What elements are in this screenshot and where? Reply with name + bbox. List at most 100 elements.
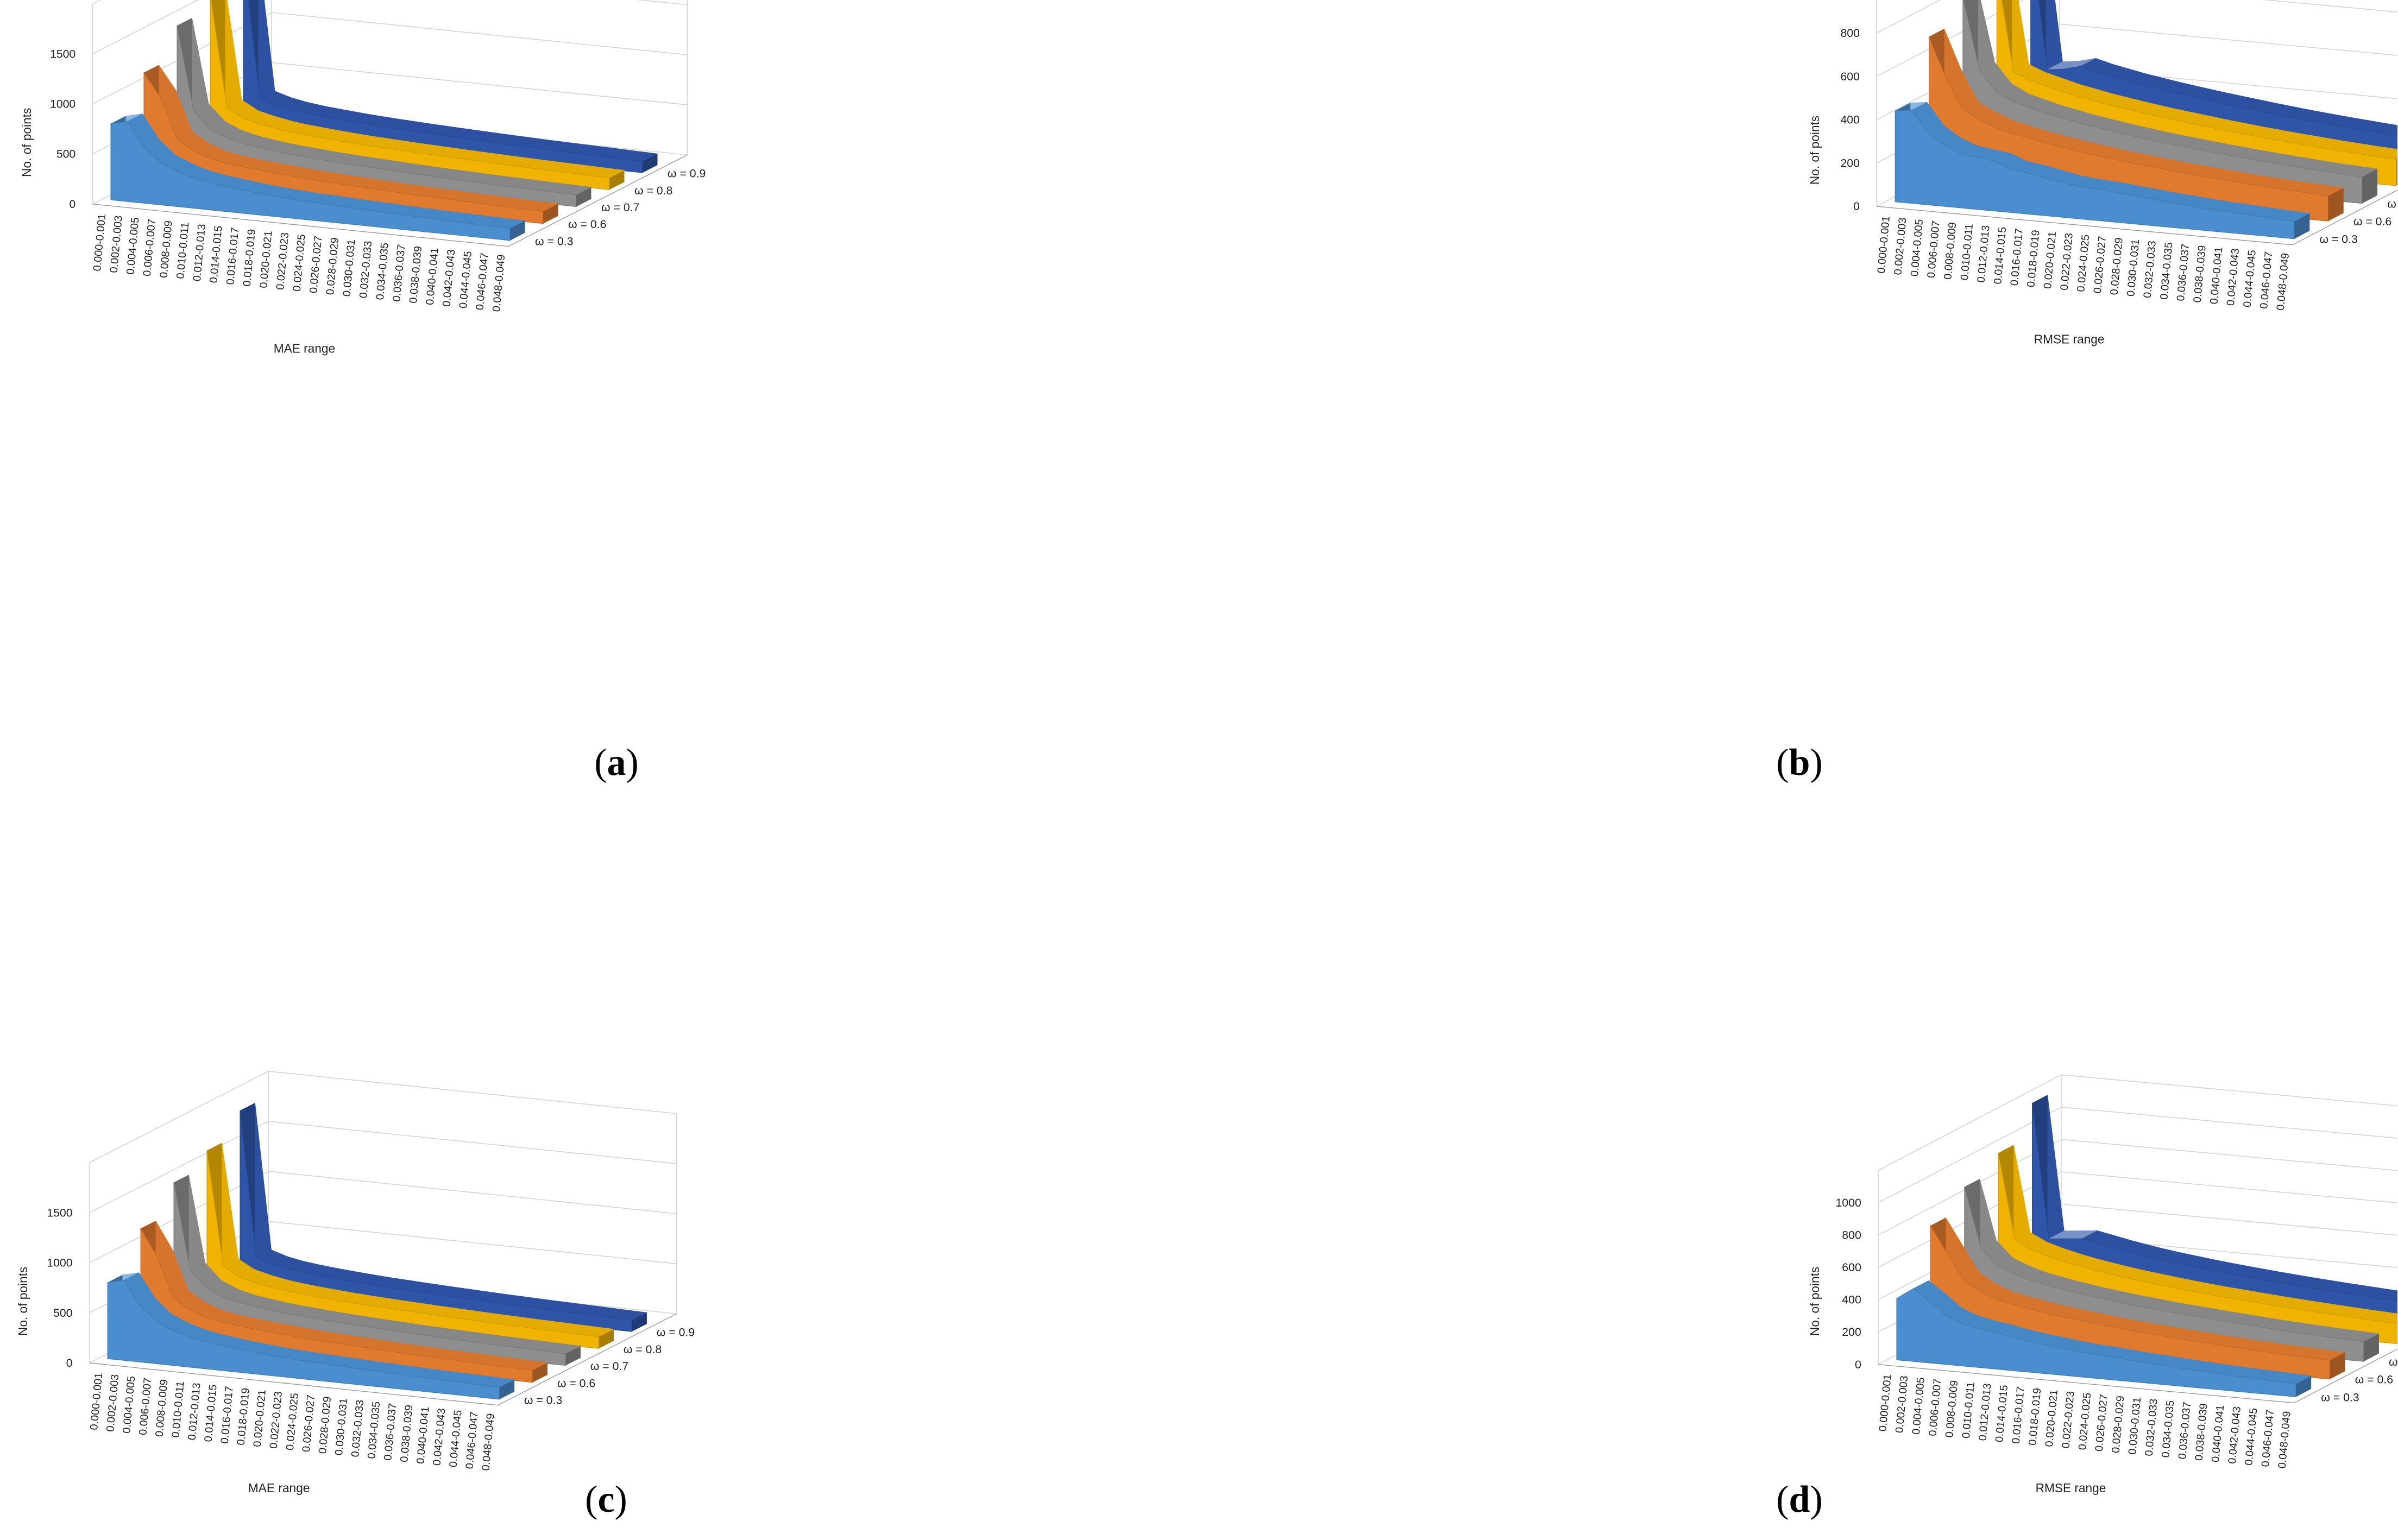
x-tick-label: 0.006-0.007 xyxy=(141,218,158,276)
gridline xyxy=(1878,1106,2397,1203)
x-tick-label: 0.020-0.021 xyxy=(257,230,274,288)
x-tick-label: 0.028-0.029 xyxy=(2109,237,2125,295)
series-end-cap xyxy=(2294,213,2310,239)
y-tick-label: 1000 xyxy=(50,98,75,111)
x-tick-label: 0.008-0.009 xyxy=(1943,1380,1960,1438)
x-tick-label: 0.016-0.017 xyxy=(2010,1386,2027,1444)
series-label: ω = 0.7 xyxy=(2389,1355,2397,1368)
x-tick-label: 0.014-0.015 xyxy=(208,225,225,283)
series-label: ω = 0.6 xyxy=(557,1377,595,1390)
y-tick-label: 1000 xyxy=(1835,1196,1861,1209)
x-tick-label: 0.026-0.027 xyxy=(2092,236,2109,294)
x-tick-label: 0.000-0.001 xyxy=(88,1372,105,1430)
x-tick-label: 0.036-0.037 xyxy=(2176,1402,2193,1460)
x-tick-label: 0.044-0.045 xyxy=(448,1410,464,1468)
series-front-face xyxy=(240,1110,633,1332)
panel-label-d: (d) xyxy=(1776,1479,1823,1520)
x-tick-label: 0.004-0.005 xyxy=(121,1375,137,1434)
x-tick-label: 0.010-0.011 xyxy=(1959,223,1975,281)
x-tick-label: 0.016-0.017 xyxy=(2009,228,2025,286)
series-end-cap xyxy=(2396,158,2397,186)
series-end-cap xyxy=(543,204,558,224)
x-tick-label: 0.008-0.009 xyxy=(153,1379,170,1437)
gridline xyxy=(1878,1139,2397,1236)
x-tick-label: 0.042-0.043 xyxy=(2226,1406,2243,1464)
series-0 xyxy=(110,113,526,241)
x-tick-label: 0.042-0.043 xyxy=(431,1408,448,1466)
series-0 xyxy=(1896,1280,2312,1398)
x-tick-label: 0.032-0.033 xyxy=(2142,240,2158,298)
x-tick-label: 0.040-0.041 xyxy=(2210,1404,2226,1462)
x-tick-label: 0.002-0.003 xyxy=(108,215,125,273)
y-tick-label: 1000 xyxy=(47,1257,72,1270)
x-tick-label: 0.030-0.031 xyxy=(333,1398,350,1456)
x-tick-label: 0.006-0.007 xyxy=(1927,1378,1944,1436)
series-end-cap xyxy=(2362,169,2378,204)
axes xyxy=(1878,1348,2397,1404)
series-3 xyxy=(206,1143,615,1349)
series-end-cap xyxy=(2363,1334,2379,1362)
series-label: ω = 0.7 xyxy=(2387,197,2397,210)
series-label: ω = 0.8 xyxy=(634,184,672,197)
x-tick-label: 0.014-0.015 xyxy=(203,1384,219,1442)
y-axis-title: No. of points xyxy=(16,1267,30,1336)
y-tick-label: 1500 xyxy=(50,47,75,60)
x-tick-label: 0.032-0.033 xyxy=(2143,1398,2160,1456)
x-tick-label: 0.010-0.011 xyxy=(1960,1381,1977,1439)
y-tick-label: 400 xyxy=(1842,1293,1861,1307)
series-label: ω = 0.3 xyxy=(524,1393,562,1406)
x-tick-label: 0.026-0.027 xyxy=(300,1394,317,1453)
series-front-face xyxy=(173,1182,567,1366)
x-axis-line xyxy=(1878,1364,2294,1404)
series-end-cap xyxy=(499,1379,515,1399)
y-tick-label: 800 xyxy=(1840,27,1859,40)
x-tick-label: 0.014-0.015 xyxy=(1993,1385,2010,1443)
x-tick-label: 0.020-0.021 xyxy=(2042,231,2059,289)
x-tick-label: 0.046-0.047 xyxy=(2259,1409,2276,1467)
series-end-cap xyxy=(2328,188,2344,222)
x-tick-label: 0.044-0.045 xyxy=(2243,1408,2259,1466)
x-tick-label: 0.048-0.049 xyxy=(2275,253,2292,311)
x-tick-label: 0.040-0.041 xyxy=(414,1406,431,1464)
series-label: ω = 0.7 xyxy=(590,1360,628,1373)
x-tick-label: 0.004-0.005 xyxy=(1909,219,1925,277)
gridline xyxy=(89,1070,677,1163)
x-tick-label: 0.014-0.015 xyxy=(1992,226,2009,285)
series-front-face xyxy=(1895,110,2295,239)
series-end-cap xyxy=(565,1346,581,1366)
y-tick-label: 0 xyxy=(1855,1358,1861,1371)
y-tick-label: 500 xyxy=(53,1307,72,1320)
x-tick-label: 0.010-0.011 xyxy=(174,222,191,279)
x-tick-label: 0.018-0.019 xyxy=(2026,1387,2043,1446)
x-tick-label: 0.048-0.049 xyxy=(2276,1411,2293,1469)
x-tick-label: 0.016-0.017 xyxy=(219,1386,236,1444)
y-tick-label: 600 xyxy=(1842,1261,1861,1274)
x-tick-label: 0.024-0.025 xyxy=(291,233,308,292)
x-tick-label: 0.046-0.047 xyxy=(2258,251,2275,309)
series-end-cap xyxy=(609,170,625,190)
x-tick-label: 0.044-0.045 xyxy=(457,250,474,308)
chart-b: ω = 0.9ω = 0.8ω = 0.7ω = 0.6ω = 0.302004… xyxy=(1808,0,2397,346)
y-axis-title: No. of points xyxy=(20,108,34,177)
x-tick-label: 0.040-0.041 xyxy=(424,247,441,305)
x-tick-label: 0.046-0.047 xyxy=(474,253,491,311)
depth-axis-line xyxy=(498,1313,677,1406)
x-tick-label: 0.022-0.023 xyxy=(2059,232,2075,291)
series-front-face xyxy=(210,0,610,190)
series-end-cap xyxy=(632,1312,647,1332)
y-tick-label: 400 xyxy=(1840,113,1859,127)
y-tick-label: 0 xyxy=(69,198,75,211)
x-tick-label: 0.024-0.025 xyxy=(284,1392,301,1450)
x-tick-label: 0.034-0.035 xyxy=(366,1401,382,1459)
gridline xyxy=(92,0,688,55)
series-front-face xyxy=(206,1150,600,1349)
series-label: ω = 0.3 xyxy=(535,235,573,248)
x-tick-label: 0.038-0.039 xyxy=(2193,1403,2210,1461)
x-axis-title: RMSE range xyxy=(2034,332,2105,346)
x-axis-line xyxy=(92,204,509,247)
x-tick-label: 0.048-0.049 xyxy=(490,254,507,312)
x-tick-label: 0.016-0.017 xyxy=(224,227,241,285)
series-end-cap xyxy=(599,1329,614,1349)
panel-label-c: (c) xyxy=(585,1479,627,1520)
